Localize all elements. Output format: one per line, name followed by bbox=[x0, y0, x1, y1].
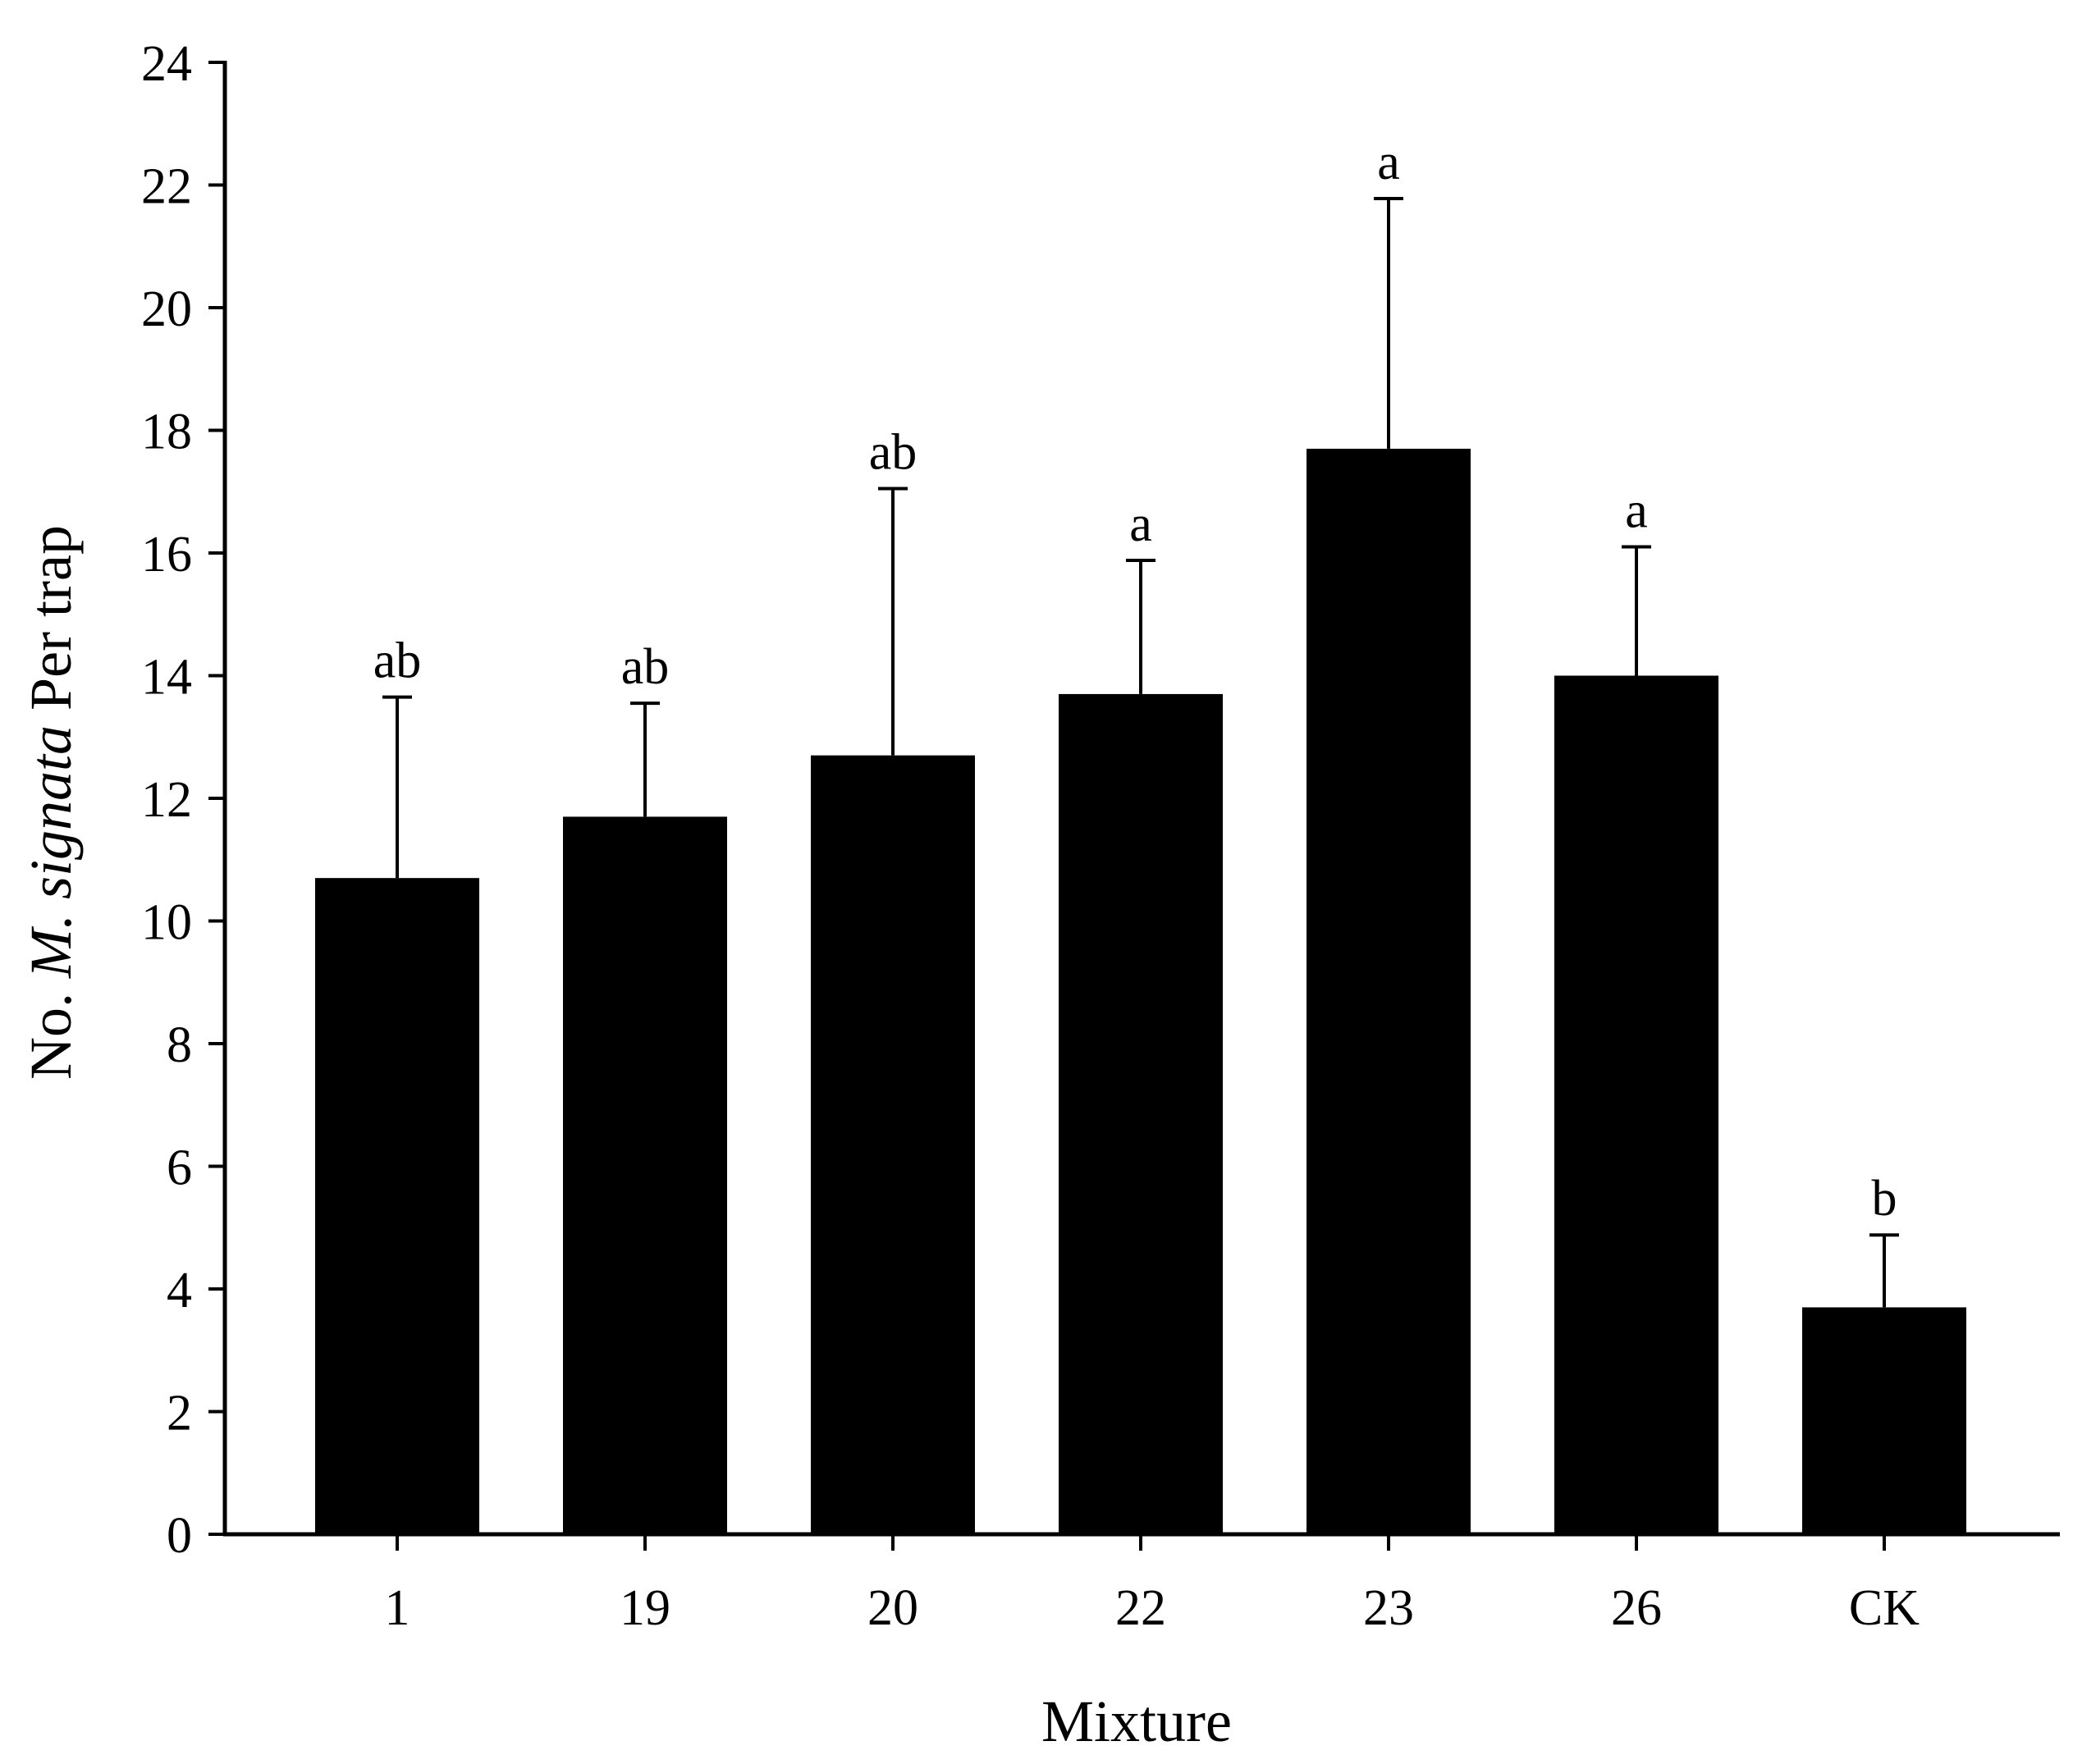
y-tick-label: 4 bbox=[167, 1263, 192, 1318]
y-tick-label: 10 bbox=[141, 895, 192, 951]
bar bbox=[1306, 448, 1471, 1534]
significance-label: a bbox=[1377, 135, 1400, 190]
significance-label: b bbox=[1872, 1171, 1897, 1227]
y-tick-label: 2 bbox=[167, 1386, 192, 1442]
bar bbox=[563, 816, 727, 1534]
x-tick-label: 19 bbox=[620, 1580, 670, 1636]
bar bbox=[1554, 675, 1718, 1534]
y-axis-title: No. M. signata Per trap bbox=[18, 525, 84, 1080]
significance-label: a bbox=[1625, 483, 1648, 539]
y-tick-label: 16 bbox=[141, 527, 192, 583]
y-tick-label: 18 bbox=[141, 404, 192, 460]
significance-label: a bbox=[1129, 496, 1152, 552]
bar bbox=[1802, 1307, 1966, 1534]
x-axis-title: Mixture bbox=[1041, 1689, 1232, 1754]
bar bbox=[1059, 693, 1223, 1534]
bars-layer bbox=[315, 448, 1966, 1534]
bar bbox=[811, 755, 975, 1534]
x-tick-label: 1 bbox=[385, 1580, 410, 1636]
error-bars-layer bbox=[382, 196, 1899, 1308]
y-tick-label: 8 bbox=[167, 1017, 192, 1073]
x-tick-label: 23 bbox=[1363, 1580, 1414, 1636]
y-axis-title-species: M. signata bbox=[18, 725, 84, 979]
labels-layer: 024681012141618202224ab1ab19ab20a22a23a2… bbox=[141, 36, 1920, 1636]
significance-label: ab bbox=[373, 633, 422, 689]
significance-label: ab bbox=[869, 425, 918, 481]
y-tick-label: 12 bbox=[141, 772, 192, 828]
x-tick-label: 22 bbox=[1115, 1580, 1166, 1636]
y-axis-title-suffix: Per trap bbox=[18, 525, 84, 725]
y-tick-label: 24 bbox=[141, 36, 192, 92]
y-tick-label: 0 bbox=[167, 1508, 192, 1564]
x-tick-label: CK bbox=[1849, 1580, 1920, 1636]
y-tick-label: 14 bbox=[141, 650, 192, 706]
y-axis-title-prefix: No. bbox=[18, 978, 84, 1080]
bar bbox=[315, 878, 479, 1534]
y-tick-label: 22 bbox=[141, 159, 192, 215]
y-tick-label: 6 bbox=[167, 1140, 192, 1196]
x-tick-label: 20 bbox=[867, 1580, 918, 1636]
ticks-layer bbox=[208, 61, 1886, 1551]
y-tick-label: 20 bbox=[141, 281, 192, 337]
significance-label: ab bbox=[621, 639, 670, 695]
x-tick-label: 26 bbox=[1611, 1580, 1662, 1636]
